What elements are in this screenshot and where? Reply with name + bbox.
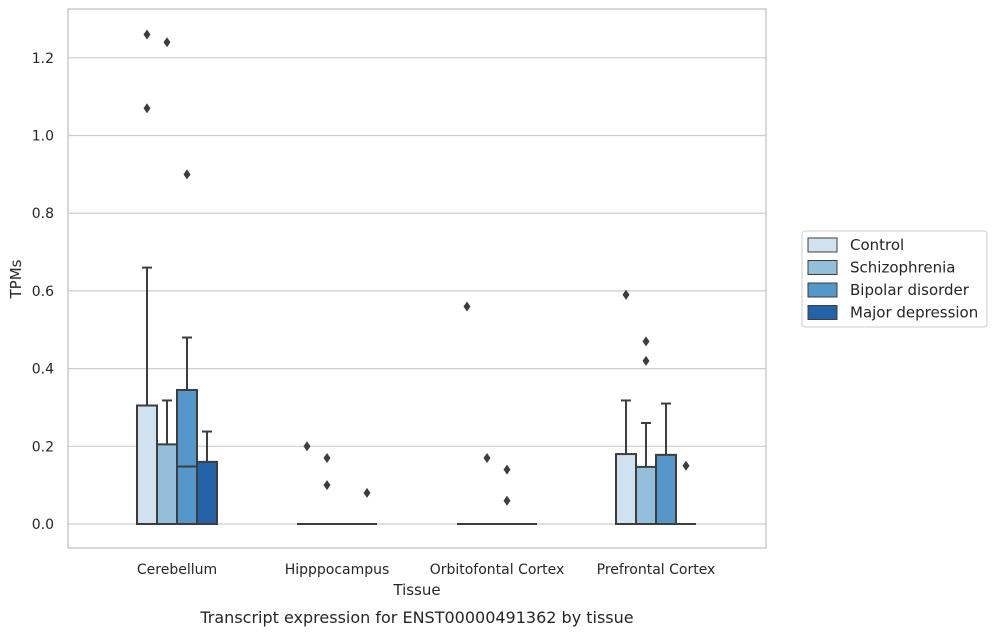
box-rect [156, 443, 178, 526]
x-tick-label: Orbitofontal Cortex [430, 562, 565, 578]
box-group [156, 37, 178, 526]
x-tick-label: Cerebellum [137, 562, 217, 578]
x-tick-labels: Cerebellum Hipppocampus Orbitofontal Corte… [137, 562, 715, 578]
outlier-marker [323, 480, 331, 491]
box-rect [196, 460, 218, 525]
y-tick-label: 0.0 [32, 517, 54, 533]
box-rect [635, 465, 657, 526]
box-group [457, 301, 477, 525]
box-group [196, 430, 218, 525]
y-tick-label: 0.8 [32, 206, 54, 222]
x-axis-title: Tissue [392, 581, 440, 599]
y-tick-label: 0.2 [32, 439, 54, 455]
outlier-marker [463, 301, 471, 312]
box-rect [655, 453, 677, 525]
y-tick-label: 0.6 [32, 284, 54, 300]
y-axis-title: TPMs [7, 259, 25, 299]
outlier-marker [143, 29, 151, 40]
legend-swatch [807, 282, 838, 298]
legend-label: Bipolar disorder [850, 281, 970, 299]
box-group [136, 29, 158, 526]
outlier-marker [483, 452, 491, 463]
x-tick-label: Hipppocampus [285, 562, 390, 578]
box-group [297, 441, 317, 525]
box-group [615, 289, 637, 526]
box-group [357, 487, 377, 525]
y-tick-label: 0.4 [32, 362, 54, 378]
plot-frame [67, 8, 767, 549]
legend-label: Control [850, 236, 904, 254]
outlier-marker [183, 169, 191, 180]
outlier-marker [303, 441, 311, 452]
box-rect [136, 404, 158, 526]
y-tick-label: 1.2 [32, 51, 54, 67]
outlier-marker [163, 37, 171, 48]
y-tick-label: 1.0 [32, 129, 54, 145]
outlier-marker [143, 103, 151, 114]
legend-swatch [807, 237, 838, 253]
box-group [176, 169, 198, 525]
legend-swatch [807, 305, 838, 320]
box-group [497, 464, 517, 525]
outlier-marker [642, 336, 650, 347]
box-rect [176, 388, 198, 525]
boxes-layer [136, 29, 696, 526]
legend-label: Schizophrenia [850, 259, 955, 277]
outlier-marker [503, 495, 511, 506]
outlier-marker [682, 460, 690, 471]
box-rect [615, 453, 637, 526]
box-group [317, 452, 337, 525]
x-tick-label: Prefrontal Cortex [597, 562, 716, 578]
outlier-marker [642, 355, 650, 366]
box-group [676, 460, 696, 525]
legend-frame [801, 230, 988, 328]
outlier-marker [323, 452, 331, 463]
outlier-marker [503, 464, 511, 475]
chart-caption: Transcript expression for ENST0000049136… [199, 608, 633, 627]
box-group [655, 402, 677, 525]
legend-label: Major depression [850, 304, 978, 322]
outlier-marker [363, 487, 371, 498]
y-tick-labels: 0.0 0.2 0.4 0.6 0.8 1.0 1.2 [32, 51, 54, 533]
box-group [477, 452, 497, 525]
outlier-marker [622, 289, 630, 300]
legend: Control Schizophrenia Bipolar disorder Majo… [801, 230, 988, 328]
legend-swatch [807, 260, 838, 275]
